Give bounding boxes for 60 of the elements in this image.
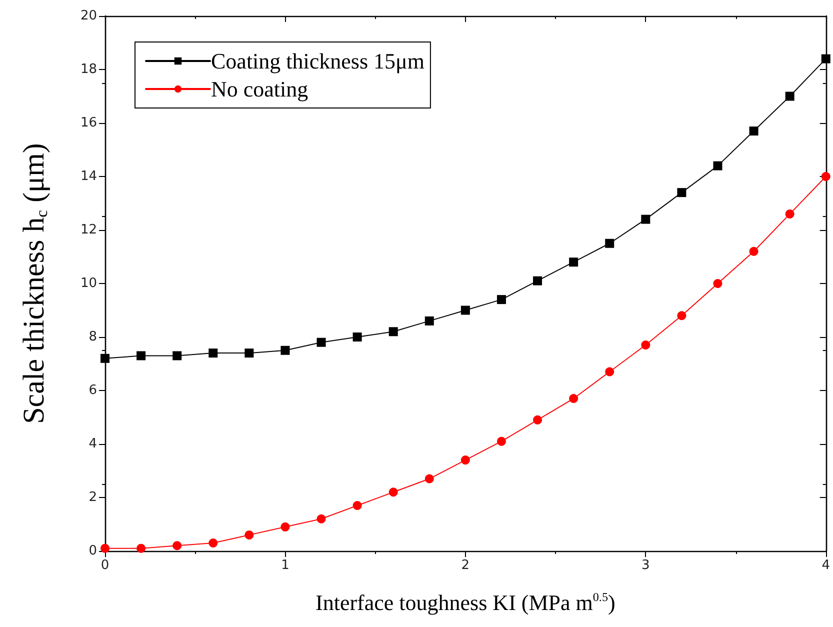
point [244, 530, 254, 540]
point [244, 348, 254, 358]
point [496, 295, 506, 304]
y-tick-label: 0 [88, 544, 97, 558]
point [641, 214, 650, 224]
point [460, 306, 470, 315]
point [316, 514, 326, 524]
y-tick-label: 16 [80, 116, 97, 130]
point [821, 54, 830, 64]
point [208, 538, 218, 548]
point [424, 316, 434, 326]
point [208, 348, 218, 358]
point [280, 346, 290, 355]
legend-label: No coating [211, 76, 308, 102]
y-tick-label: 12 [80, 222, 97, 238]
point [785, 209, 794, 218]
y-tick-label: 18 [80, 62, 97, 77]
point [496, 436, 506, 446]
point [352, 501, 362, 510]
point [100, 354, 110, 363]
point [316, 338, 326, 347]
y-axis-title: Scale thickness hc (μm) [18, 143, 51, 424]
point [533, 276, 542, 286]
point [172, 351, 182, 360]
y-tick-label: 4 [88, 436, 97, 452]
point [785, 92, 794, 101]
x-tick-label: 2 [461, 558, 470, 573]
point [352, 332, 362, 342]
point [569, 258, 578, 267]
point [136, 351, 146, 360]
y-tick-label: 10 [80, 276, 97, 291]
point [280, 522, 290, 532]
y-tick-label: 8 [88, 330, 97, 344]
point [136, 544, 146, 553]
x-tick-label: 4 [822, 558, 830, 573]
x-tick-label: 0 [100, 558, 110, 573]
point [677, 188, 686, 198]
point [388, 327, 398, 336]
point [424, 474, 434, 484]
legend-label: Coating thickness 15μm [211, 48, 424, 74]
point [677, 311, 686, 320]
x-tick-label: 1 [281, 558, 290, 573]
point [605, 367, 614, 376]
point [749, 126, 758, 136]
y-tick-label: 14 [80, 169, 97, 184]
point [641, 340, 650, 350]
point [713, 279, 722, 288]
point [460, 456, 470, 465]
point [713, 161, 722, 170]
point [749, 246, 758, 256]
y-tick-label: 6 [88, 383, 97, 398]
point [605, 238, 614, 248]
point [533, 415, 542, 424]
point [821, 172, 830, 181]
point [569, 394, 578, 404]
x-tick-label: 3 [642, 558, 650, 573]
y-tick-label: 2 [88, 490, 97, 505]
point [388, 488, 398, 497]
y-tick-label: 20 [80, 8, 97, 24]
point [172, 541, 182, 550]
